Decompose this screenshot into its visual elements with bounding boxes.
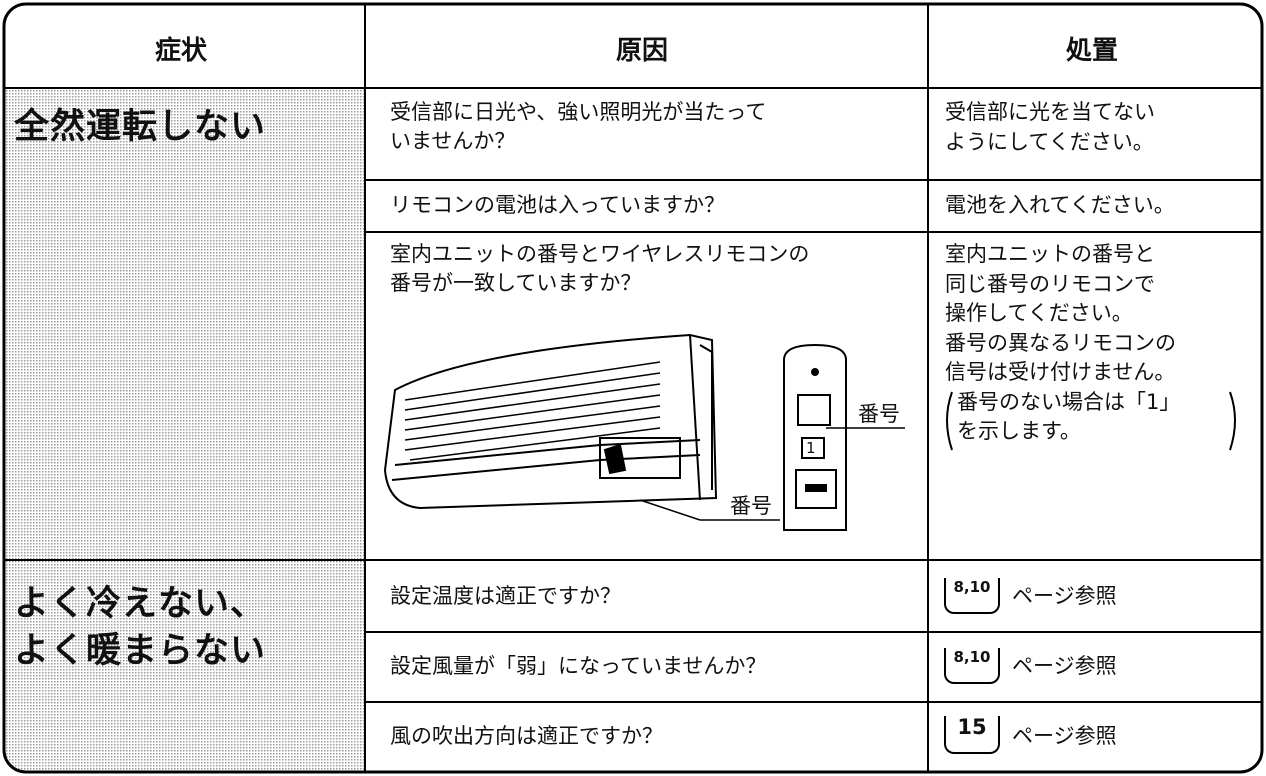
cause-line: 受信部に日光や、強い照明光が当たって (390, 100, 767, 124)
remedy: 電池を入れてください。 (945, 193, 1175, 217)
remedy-line: 室内ユニットの番号と (945, 242, 1155, 266)
page-ref: 8,10 (944, 648, 1000, 684)
remedy: 受信部に光を当てない ようにしてください。 (945, 98, 1155, 157)
symptom: よく冷えない、 (14, 584, 267, 624)
symptom: よく暖まらない (14, 631, 267, 671)
cause: 受信部に日光や、強い照明光が当たって いませんか？ (390, 98, 766, 156)
remedy-line: 番号のない場合は「1」 (957, 389, 1181, 414)
cause-line: 番号が一致していますか？ (390, 271, 642, 295)
header: 処置 (1066, 36, 1119, 66)
remedy: 室内ユニットの番号と 同じ番号のリモコンで 操作してください。 番号の異なるリモ… (945, 240, 1180, 447)
remedy: ページ参照 (1012, 724, 1117, 748)
cause-line: 室内ユニットの番号とワイヤレスリモコンの (390, 242, 810, 266)
cause: 設定風量が「弱」になっていませんか？ (390, 654, 767, 678)
remote-number: 1 (806, 439, 816, 457)
illustration-label: 番号 (730, 494, 772, 518)
remedy-line: 信号は受け付けません。 (945, 360, 1176, 384)
remedy-line: を示します。 (957, 419, 1081, 443)
remedy: ページ参照 (1012, 654, 1117, 678)
remedy-line: 番号の異なるリモコンの (945, 330, 1176, 355)
cause: リモコンの電池は入っていますか？ (390, 193, 725, 217)
header: 症状 (155, 36, 208, 66)
remedy-line: 受信部に光を当てない (945, 100, 1155, 124)
remedy-line: 同じ番号のリモコンで (945, 271, 1155, 296)
cause: 室内ユニットの番号とワイヤレスリモコンの 番号が一致していますか？ (390, 240, 809, 298)
cause-line: いませんか？ (390, 129, 516, 153)
symptom: 全然運転しない (14, 107, 267, 147)
cause: 風の吹出方向は適正ですか？ (390, 724, 663, 748)
page-ref: 15 (944, 716, 1000, 754)
remedy-line: 操作してください。 (945, 301, 1133, 325)
remedy-line: ようにしてください。 (945, 129, 1154, 154)
cause: 設定温度は適正ですか？ (390, 584, 621, 608)
remedy: ページ参照 (1012, 584, 1117, 608)
header: 原因 (616, 36, 669, 66)
illustration-label: 番号 (858, 402, 900, 426)
page-ref: 8,10 (944, 578, 1000, 614)
